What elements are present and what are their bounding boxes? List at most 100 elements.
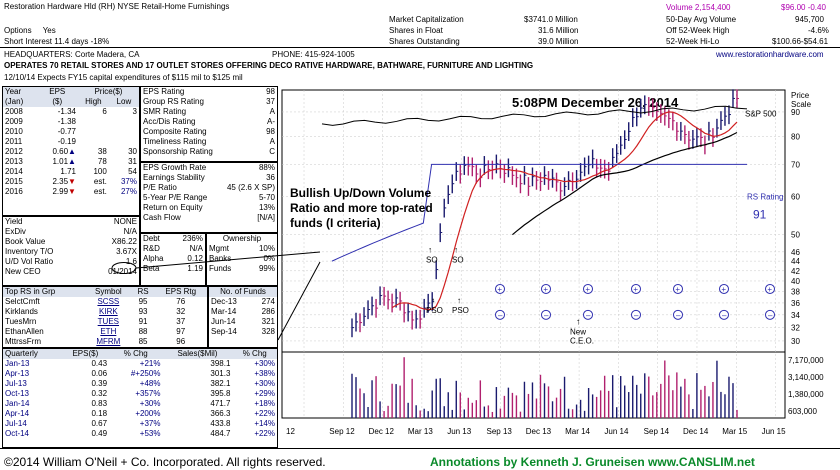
quarter-sales-chg: +14% (254, 419, 275, 428)
group-symbol: ETH (100, 327, 117, 336)
growth-label: 5-Year P/E Range (143, 193, 208, 202)
rating-row: SMR Rating A (141, 107, 277, 117)
eps-value: -0.77 (57, 127, 76, 136)
group-name: SelctCmft (5, 297, 40, 306)
group-table: Top RS in Grp Symbol RS EPS Rtg SelctCmft SC… (2, 286, 208, 348)
x-tick-label: Dec 13 (526, 427, 552, 436)
funds-count: 328 (261, 327, 275, 336)
eps-year: 2011 (5, 137, 23, 146)
rating-row: Acc/Dis Rating A- (141, 117, 277, 127)
rating-row: Group RS Rating 37 (141, 97, 277, 107)
eps-high: 100 (93, 167, 107, 176)
x-tick-label: Jun 14 (604, 427, 629, 436)
rating-label: Composite Rating (143, 127, 207, 136)
minus-sign: – (634, 311, 639, 320)
eps-high: 38 (97, 147, 107, 156)
group-name: EthanAllen (5, 327, 44, 336)
minus-circle-icon (583, 309, 593, 320)
minus-circle-icon (673, 309, 683, 320)
timestamp: 5:08PM December 26, 2014 (512, 95, 679, 110)
fundamental-row: U/D Vol Ratio 1.6 (3, 257, 139, 267)
rating-label: Sponsorship Rating (143, 147, 213, 156)
y-tick-label: 30 (791, 337, 800, 346)
debt-value: 236% (182, 234, 203, 243)
rating-label: EPS Rating (143, 87, 185, 96)
quarter-row: Apr-14 0.18 +200% 366.3 +22% (3, 409, 277, 419)
quarter-eps-chg: +53% (139, 429, 161, 438)
debt-label: Beta (143, 264, 160, 273)
quarter-eps: 0.67 (91, 419, 108, 428)
group-rs: 88 (138, 327, 148, 336)
group-symbol: SCSS (97, 297, 120, 306)
group-name: Kirklands (5, 307, 38, 316)
quarter-sales-chg: +30% (254, 359, 275, 368)
quarter-eps-chg: +357% (135, 389, 161, 398)
funds-count: 321 (261, 317, 275, 326)
minus-sign: – (586, 311, 591, 320)
eps-value: 2.99▼ (52, 187, 76, 196)
group-symbol: KIRK (99, 307, 118, 316)
debt-value: N/A (189, 244, 203, 253)
funds-row: Dec-13 274 (209, 297, 277, 307)
group-eps: 76 (176, 297, 186, 306)
ownership-value: 10% (258, 244, 275, 253)
eps-low (109, 117, 139, 127)
plus-sign: + (543, 285, 548, 294)
eps-row: 2013 1.01▲ 78 31 (3, 157, 139, 167)
ratings-table: EPS Rating 98 Group RS Rating 37 SMR Rating A… (140, 86, 278, 162)
eps-year: 2009 (5, 117, 23, 126)
funds-row: Mar-14 286 (209, 307, 277, 317)
fundamental-value: X86.22 (111, 237, 137, 246)
debt-row: Beta 1.19 (141, 264, 205, 274)
quarter-row: Oct-13 0.32 +357% 395.8 +29% (3, 389, 277, 399)
company-description: OPERATES 70 RETAIL STORES AND 17 OUTLET … (4, 61, 534, 70)
quarter-row: Jan-14 0.83 +30% 471.7 +18% (3, 399, 277, 409)
fundamental-label: Inventory T/O (5, 247, 54, 256)
quarter-sales: 484.7 (210, 429, 231, 438)
eps-low: 54 (128, 167, 137, 176)
rating-value: A- (267, 117, 275, 126)
eps-high (78, 137, 109, 147)
rating-value: A (269, 107, 275, 116)
pso-label: PSO (426, 306, 443, 315)
rating-label: Timeliness Rating (143, 137, 207, 146)
eps-row: 2016 2.99▼ est. 27% (3, 187, 139, 197)
quarter-sales-chg: +18% (254, 399, 275, 408)
eps-high: 78 (97, 157, 107, 166)
eps-year: 2015 (5, 177, 23, 186)
ownership-row: Mgmt 10% (207, 244, 277, 254)
ma200-line (512, 131, 738, 236)
group-eps: 32 (176, 307, 186, 316)
growth-row: P/E Ratio 45 (2.6 X SP) (141, 183, 277, 193)
minus-sign: – (768, 311, 773, 320)
debt-label: R&D (143, 244, 160, 253)
growth-label: Return on Equity (143, 203, 203, 212)
website-link[interactable]: www.restorationhardware.com (716, 50, 824, 59)
ownership-label: Mgmt (209, 244, 229, 253)
x-tick-label: 12 (286, 427, 295, 436)
y-tick-label: 44 (791, 257, 800, 266)
fundamental-value: NONE (113, 217, 137, 226)
group-row: EthanAllen ETH 88 97 (3, 327, 207, 337)
eps-low: 30 (128, 147, 137, 156)
fundamental-label: New CEO (5, 267, 41, 276)
growth-value: 88% (258, 163, 275, 172)
y-tick-label: 38 (791, 288, 800, 297)
debt-value: 1.19 (187, 264, 203, 273)
quarter-sales: 301.3 (210, 369, 231, 378)
rating-value: A (269, 137, 275, 146)
pso-arrow: ↑ (457, 296, 461, 305)
rating-row: Sponsorship Rating C (141, 147, 277, 157)
quarter-sales-chg: +22% (254, 429, 275, 438)
annotation-text: Bullish Up/Down Volume Ratio and more to… (290, 186, 433, 230)
group-name: TuesMrn (5, 317, 37, 326)
price-scale-label: Price (791, 91, 810, 100)
volume-label: Volume 2,154,400 (666, 3, 731, 12)
y-tick-label: 34 (791, 311, 800, 320)
ceo-label-1: New (570, 327, 586, 336)
x-tick-label: Sep 12 (329, 427, 355, 436)
minus-circle-icon (631, 309, 641, 320)
so-marker: ↑ (454, 245, 458, 254)
y-tick-label: 90 (791, 108, 800, 117)
y-tick-label: 42 (791, 267, 800, 276)
